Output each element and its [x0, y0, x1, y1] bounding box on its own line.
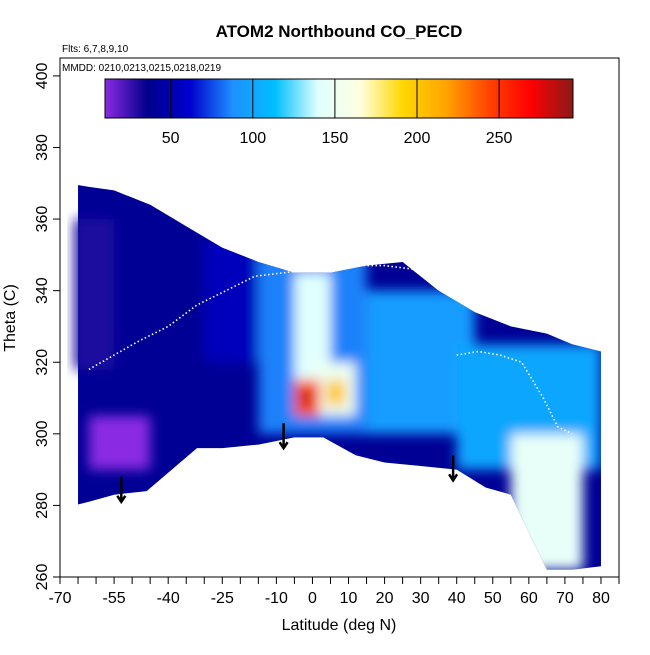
heat-region-8 [510, 433, 583, 570]
y-tick-label-3: 320 [34, 349, 51, 376]
x-tick-label-9: 40 [448, 590, 466, 607]
y-tick-label-2: 300 [34, 420, 51, 447]
colorbar-tick-label-0: 50 [162, 130, 180, 147]
x-tick-label-4: -10 [265, 590, 288, 607]
x-tick-label-6: 10 [340, 590, 358, 607]
arrow-marker-0 [116, 476, 127, 505]
colorbar-tick-label-3: 200 [404, 130, 431, 147]
x-tick-label-2: -40 [157, 590, 180, 607]
x-tick-label-0: -70 [48, 590, 71, 607]
x-tick-label-8: 30 [412, 590, 430, 607]
x-tick-label-5: 0 [308, 590, 317, 607]
x-axis: -70 -55 -40 -25 -10 0 10 20 30 40 50 60 70 80 [48, 577, 620, 607]
colorbar-tick-label-1: 100 [239, 130, 266, 147]
x-tick-label-1: -55 [103, 590, 126, 607]
flight-tracks [88, 264, 573, 435]
x-tick-label-12: 70 [556, 590, 574, 607]
heat-region-1 [88, 415, 151, 470]
y-tick-label-0: 260 [34, 564, 51, 591]
chart-title: ATOM2 Northbound CO_PECD [216, 22, 463, 41]
y-tick-label-7: 400 [34, 62, 51, 89]
colorbar-tick-label-2: 150 [322, 130, 349, 147]
heat-region-12 [301, 390, 313, 406]
heatmap-area [74, 183, 601, 570]
arrow-markers [116, 423, 459, 505]
x-tick-label-10: 50 [484, 590, 502, 607]
arrow-marker-1 [278, 423, 289, 451]
x-tick-label-13: 80 [592, 590, 610, 607]
x-tick-label-7: 20 [376, 590, 394, 607]
plot-frame [59, 57, 620, 578]
x-axis-label: Latitude (deg N) [282, 617, 397, 634]
colorbar-tick-label-4: 250 [486, 130, 513, 147]
colorbar-gradient [104, 78, 574, 119]
y-axis-label: Theta (C) [2, 284, 19, 352]
arrow-marker-2 [448, 455, 459, 483]
y-tick-label-1: 280 [34, 492, 51, 519]
y-tick-label-6: 380 [34, 134, 51, 161]
flight-track-1 [456, 350, 573, 435]
colorbar: 50 100 150 200 250 [104, 78, 574, 147]
x-tick-label-11: 60 [520, 590, 538, 607]
flights-note: Flts: 6,7,8,9,10 [62, 44, 129, 55]
y-tick-label-4: 340 [34, 277, 51, 304]
heat-region-11 [326, 380, 345, 406]
x-tick-label-3: -25 [211, 590, 234, 607]
flight-track-0 [88, 264, 414, 371]
y-axis: 260 280 300 320 340 360 380 400 [34, 62, 60, 590]
dates-note: MMDD: 0210,0213,0215,0218,0219 [62, 63, 221, 74]
y-tick-label-5: 360 [34, 206, 51, 233]
heat-region-5 [294, 272, 331, 381]
heat-region-2 [74, 219, 115, 370]
